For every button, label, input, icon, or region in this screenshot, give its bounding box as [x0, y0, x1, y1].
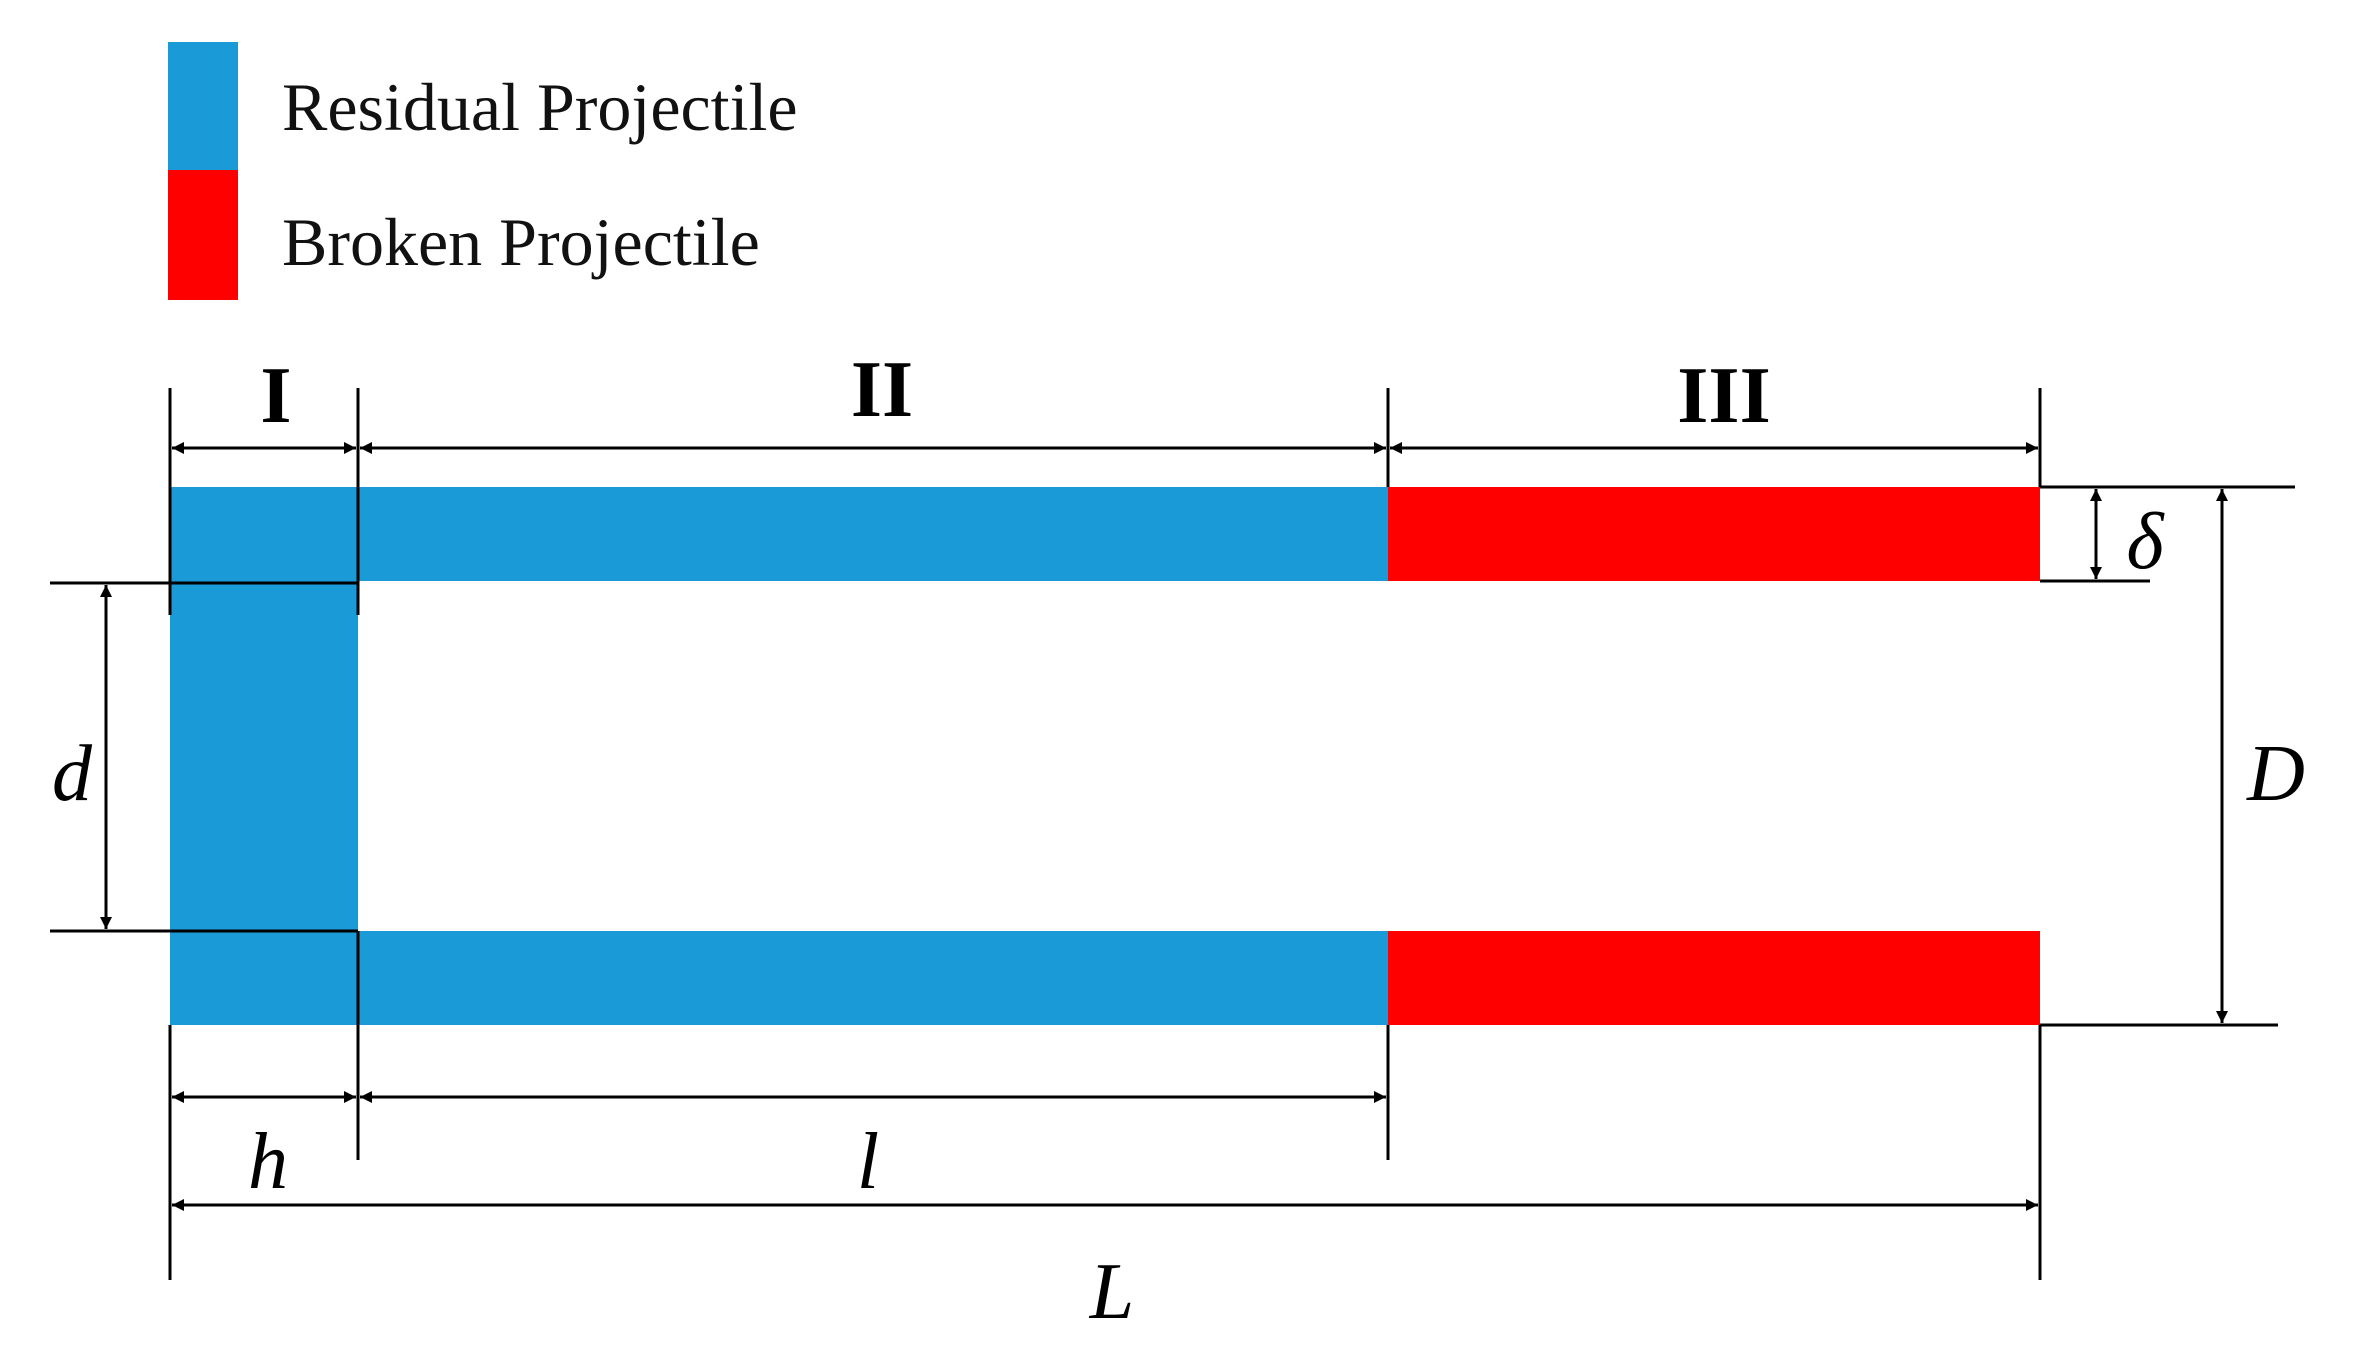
label-head-length: h [248, 1118, 288, 1206]
region-label-1: I [260, 352, 291, 440]
lower-wall-residual [358, 931, 1388, 1025]
label-delta: δ [2126, 498, 2165, 586]
lower-wall-broken [1388, 931, 2040, 1025]
label-body-length: l [857, 1118, 879, 1206]
legend-swatch-broken [168, 170, 238, 300]
upper-wall-residual [358, 487, 1388, 581]
upper-wall-broken [1388, 487, 2040, 581]
region-label-3: III [1677, 352, 1770, 440]
head-block [170, 487, 358, 1025]
legend-label-residual: Residual Projectile [282, 69, 798, 145]
legend-label-broken: Broken Projectile [282, 204, 760, 280]
label-total-length: L [1089, 1248, 1135, 1336]
legend-swatch-residual [168, 42, 238, 170]
region-label-2: II [851, 346, 913, 434]
label-inner-diameter: d [52, 730, 93, 818]
label-outer-diameter: D [2246, 730, 2305, 818]
